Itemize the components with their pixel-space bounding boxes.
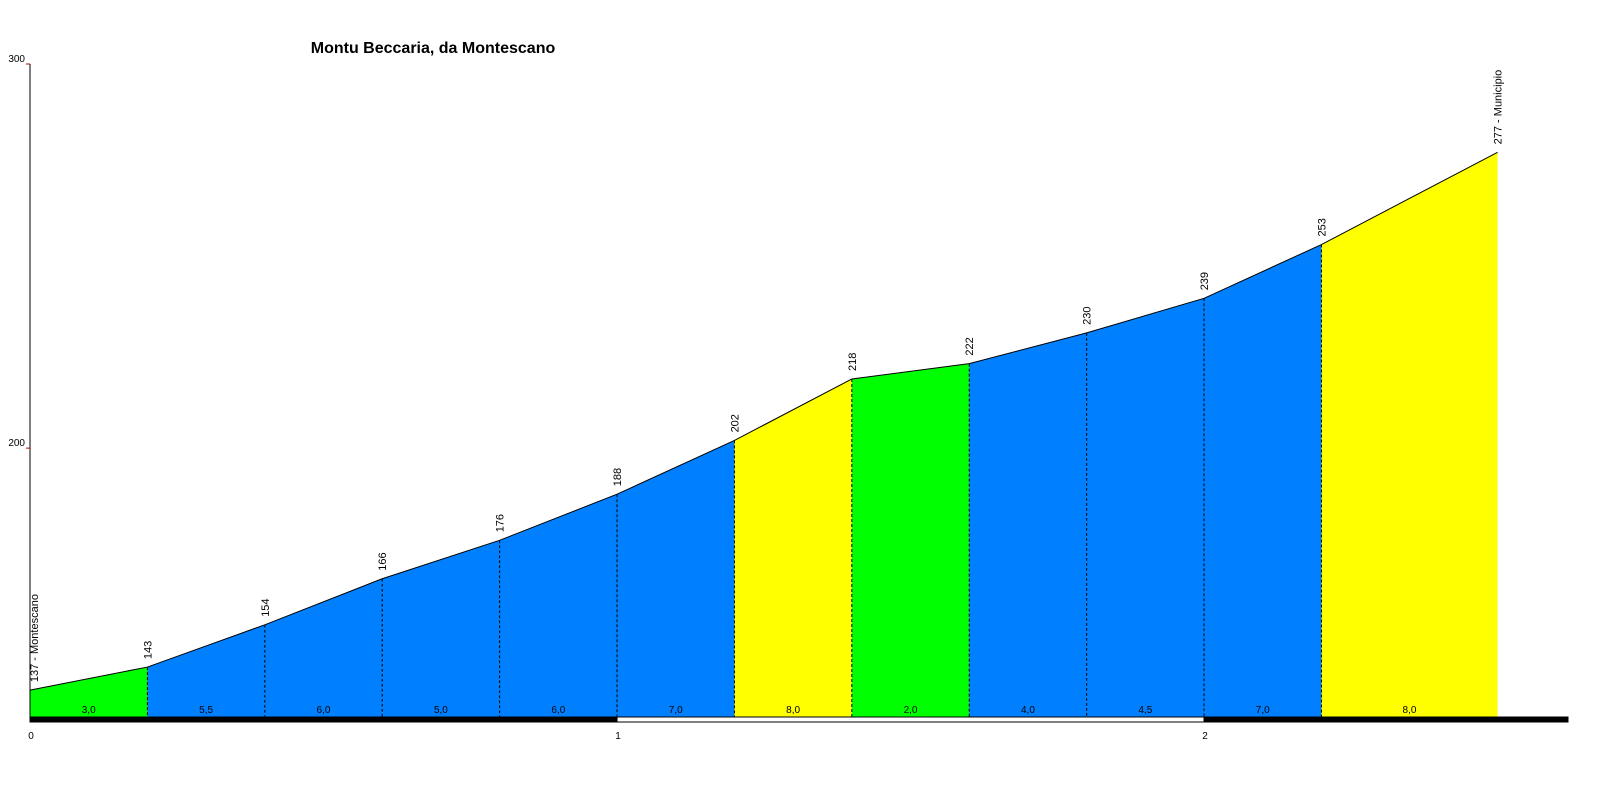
km-bar [616,716,1205,723]
segment [969,332,1087,717]
segment [851,363,970,717]
point-label: 222 [964,337,976,355]
point-label: 143 [142,641,154,659]
gradient-label: 3,0 [82,705,96,716]
gradient-label: 7,0 [669,705,683,716]
chart-title: Montu Beccaria, da Montescano [311,40,556,57]
segment [264,578,383,717]
segment [734,378,852,717]
x-tick-label: 2 [1202,731,1208,742]
x-tick-label: 0 [28,731,34,742]
point-label: 253 [1316,218,1328,236]
gradient-label: 7,0 [1256,705,1270,716]
point-label: 188 [612,468,624,486]
point-label: 239 [1199,272,1211,290]
y-tick-label: 200 [8,438,25,449]
gradient-label: 8,0 [1403,705,1417,716]
point-label: 166 [377,552,389,570]
gradient-label: 4,0 [1021,705,1035,716]
point-label: 176 [495,514,507,532]
segment [1086,298,1205,717]
km-bar [1203,716,1569,723]
y-tick-label: 300 [8,54,25,65]
gradient-label: 4,5 [1138,705,1152,716]
segment [1321,152,1498,718]
segment [499,494,618,717]
gradient-label: 5,0 [434,705,448,716]
point-label: 230 [1082,307,1094,325]
segment [617,440,735,717]
point-label: 218 [847,353,859,371]
segment [147,624,265,717]
gradient-label: 5,5 [199,705,213,716]
point-label: 277 - Municipio [1493,70,1505,145]
gradient-label: 2,0 [904,705,918,716]
point-label: 202 [729,414,741,432]
profile-line [29,151,1498,691]
gradient-label: 6,0 [317,705,331,716]
point-label: 137 - Montescano [29,594,41,682]
point-label: 154 [260,598,272,616]
km-bar [29,716,618,723]
segment [382,540,500,717]
segment [30,667,148,717]
gradient-label: 8,0 [786,705,800,716]
segment [1204,244,1322,718]
gradient-label: 6,0 [551,705,565,716]
x-tick-label: 1 [615,731,621,742]
